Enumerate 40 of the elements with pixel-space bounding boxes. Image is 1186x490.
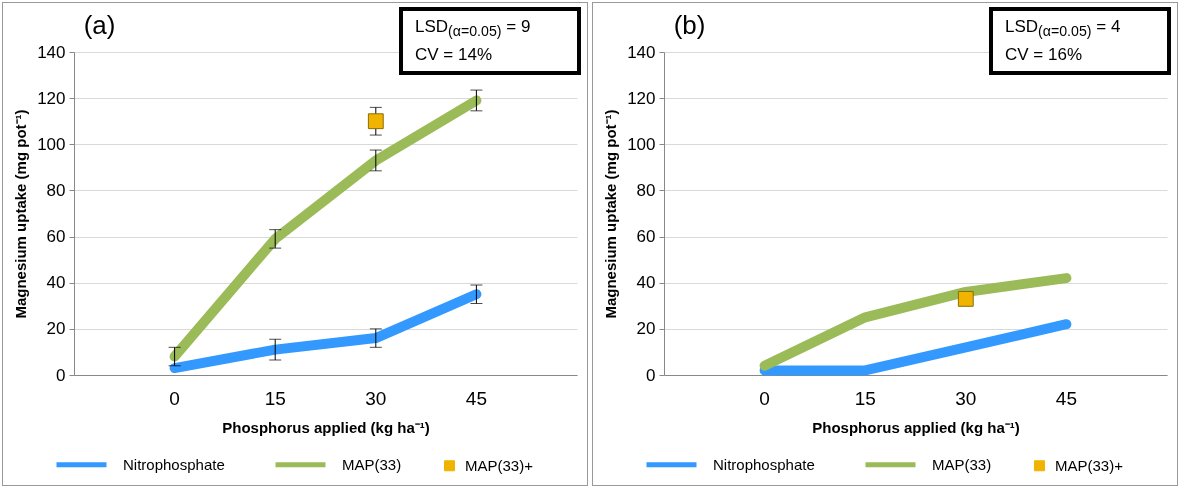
y-axis-title: Magnesium uptake (mg pot⁻¹) <box>12 109 30 319</box>
chart-title: (a) <box>83 10 116 40</box>
x-tick-label: 30 <box>955 387 977 409</box>
x-axis-title: Phosphorus applied (kg ha⁻¹) <box>812 418 1020 436</box>
y-tick-label: 40 <box>46 273 66 293</box>
y-tick-label: 0 <box>646 365 656 385</box>
y-tick-label: 20 <box>636 319 656 339</box>
chart-title: (b) <box>673 10 706 40</box>
y-tick-label: 60 <box>46 227 66 247</box>
y-tick-label: 120 <box>627 88 656 108</box>
y-tick-label: 140 <box>627 42 656 62</box>
y-tick-label: 100 <box>37 134 66 154</box>
y-tick-label: 100 <box>627 134 656 154</box>
x-tick-label: 0 <box>759 387 770 409</box>
x-tick-label: 45 <box>465 387 487 409</box>
y-tick-label: 20 <box>46 319 66 339</box>
framed-note: LSD$_{(α=0.05)}$ = 9 CV = 14% <box>399 7 581 76</box>
annotation: CV = 14% <box>415 44 493 67</box>
y-tick-label: 0 <box>56 365 66 385</box>
x-axis-title: Phosphorus applied (kg ha⁻¹) <box>222 418 430 436</box>
y-tick-label: 40 <box>636 273 656 293</box>
legend-label: MAP(33)+ <box>1055 456 1124 474</box>
legend-label: MAP(33) <box>932 455 992 473</box>
x-tick-label: 15 <box>264 387 286 409</box>
legend-label: Nitrophosphate <box>123 455 225 473</box>
x-tick-label: 0 <box>169 387 180 409</box>
annotation: CV = 16% <box>1005 44 1083 67</box>
y-tick-label: 120 <box>37 88 66 108</box>
x-tick-label: 30 <box>365 387 387 409</box>
y-axis-title: Magnesium uptake (mg pot⁻¹) <box>602 109 620 319</box>
legend-label: Nitrophosphate <box>713 455 815 473</box>
x-tick-label: 45 <box>1055 387 1077 409</box>
legend-label: MAP(33) <box>342 455 402 473</box>
y-tick-label: 60 <box>636 227 656 247</box>
x-tick-label: 15 <box>854 387 876 409</box>
y-tick-label: 80 <box>636 180 656 200</box>
y-tick-label: 140 <box>37 42 66 62</box>
y-tick-label: 80 <box>46 180 66 200</box>
framed-note: LSD$_{(α=0.05)}$ = 4 CV = 16% <box>989 7 1171 76</box>
legend-label: MAP(33)+ <box>465 456 534 474</box>
